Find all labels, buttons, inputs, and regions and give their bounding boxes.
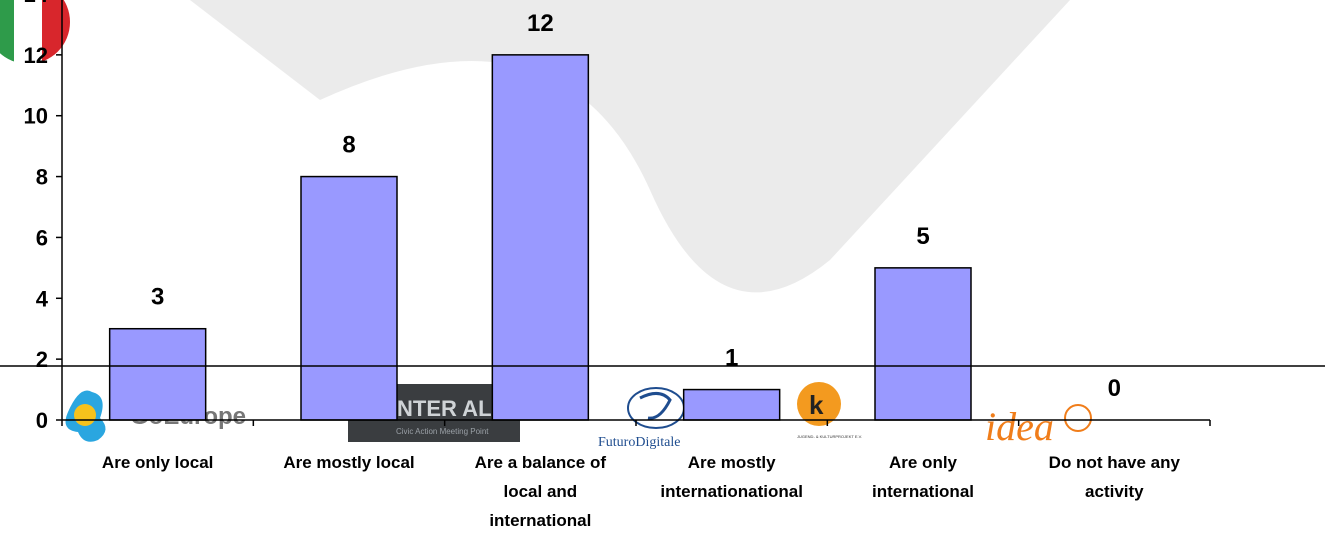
interalia-logo-text: NTER ALI: [397, 396, 498, 421]
y-axis: 0 2 4 6 8 10 12 14: [24, 0, 63, 433]
jugendkultur-logo: k JUGEND- & KULTURPROJEKT E.V.: [797, 382, 862, 439]
svg-text:k: k: [809, 390, 824, 420]
x-tick-label-2-2: international: [489, 511, 591, 530]
x-tick-label-5-0: Do not have any: [1049, 453, 1181, 472]
data-labels: 3 8 12 1 5 0: [151, 10, 1121, 402]
x-tick-label-5-1: activity: [1085, 482, 1144, 501]
x-tick-label-1-0: Are mostly local: [283, 453, 414, 472]
bar-4: [874, 267, 972, 421]
bar-3: [682, 388, 781, 421]
y-tick-label: 0: [36, 408, 48, 433]
data-label-4: 5: [916, 223, 929, 250]
y-tick-label: 14: [24, 0, 49, 7]
interalia-logo-subtext: Civic Action Meeting Point: [396, 427, 489, 436]
x-tick-label-3-1: internationational: [660, 482, 803, 501]
x-tick-label-2-1: local and: [503, 482, 577, 501]
data-label-2: 12: [527, 10, 554, 37]
futurodigitale-logo: FuturoDigitale: [598, 387, 685, 450]
y-tick-label: 12: [24, 43, 48, 68]
idea-logo-text: idea: [985, 404, 1054, 449]
data-label-1: 8: [342, 132, 355, 159]
y-tick-label: 4: [36, 286, 49, 311]
data-label-5: 0: [1108, 375, 1121, 402]
x-axis: Are only local Are mostly local Are a bala…: [61, 419, 1211, 530]
y-tick-label: 6: [36, 225, 48, 250]
data-label-3: 1: [725, 345, 738, 372]
idea-logo: idea: [985, 404, 1092, 449]
bar-0: [108, 327, 207, 421]
bar-1: [300, 175, 398, 421]
x-tick-label-2-0: Are a balance of: [475, 453, 607, 472]
x-tick-label-4-0: Are only: [889, 453, 958, 472]
x-tick-label-0-0: Are only local: [102, 453, 213, 472]
jugendkultur-logo-text: JUGEND- & KULTURPROJEKT E.V.: [797, 434, 862, 439]
y-tick-label: 8: [36, 165, 48, 190]
data-label-0: 3: [151, 284, 164, 311]
bars: [108, 54, 972, 421]
x-tick-label-4-1: international: [872, 482, 974, 501]
futurodigitale-logo-text: FuturoDigitale: [598, 435, 680, 450]
bar-2: [491, 54, 590, 421]
x-tick-label-3-0: Are mostly: [688, 453, 776, 472]
background-watermark-shape: [190, 0, 1070, 293]
y-tick-label: 10: [24, 104, 48, 129]
y-tick-label: 2: [36, 347, 48, 372]
